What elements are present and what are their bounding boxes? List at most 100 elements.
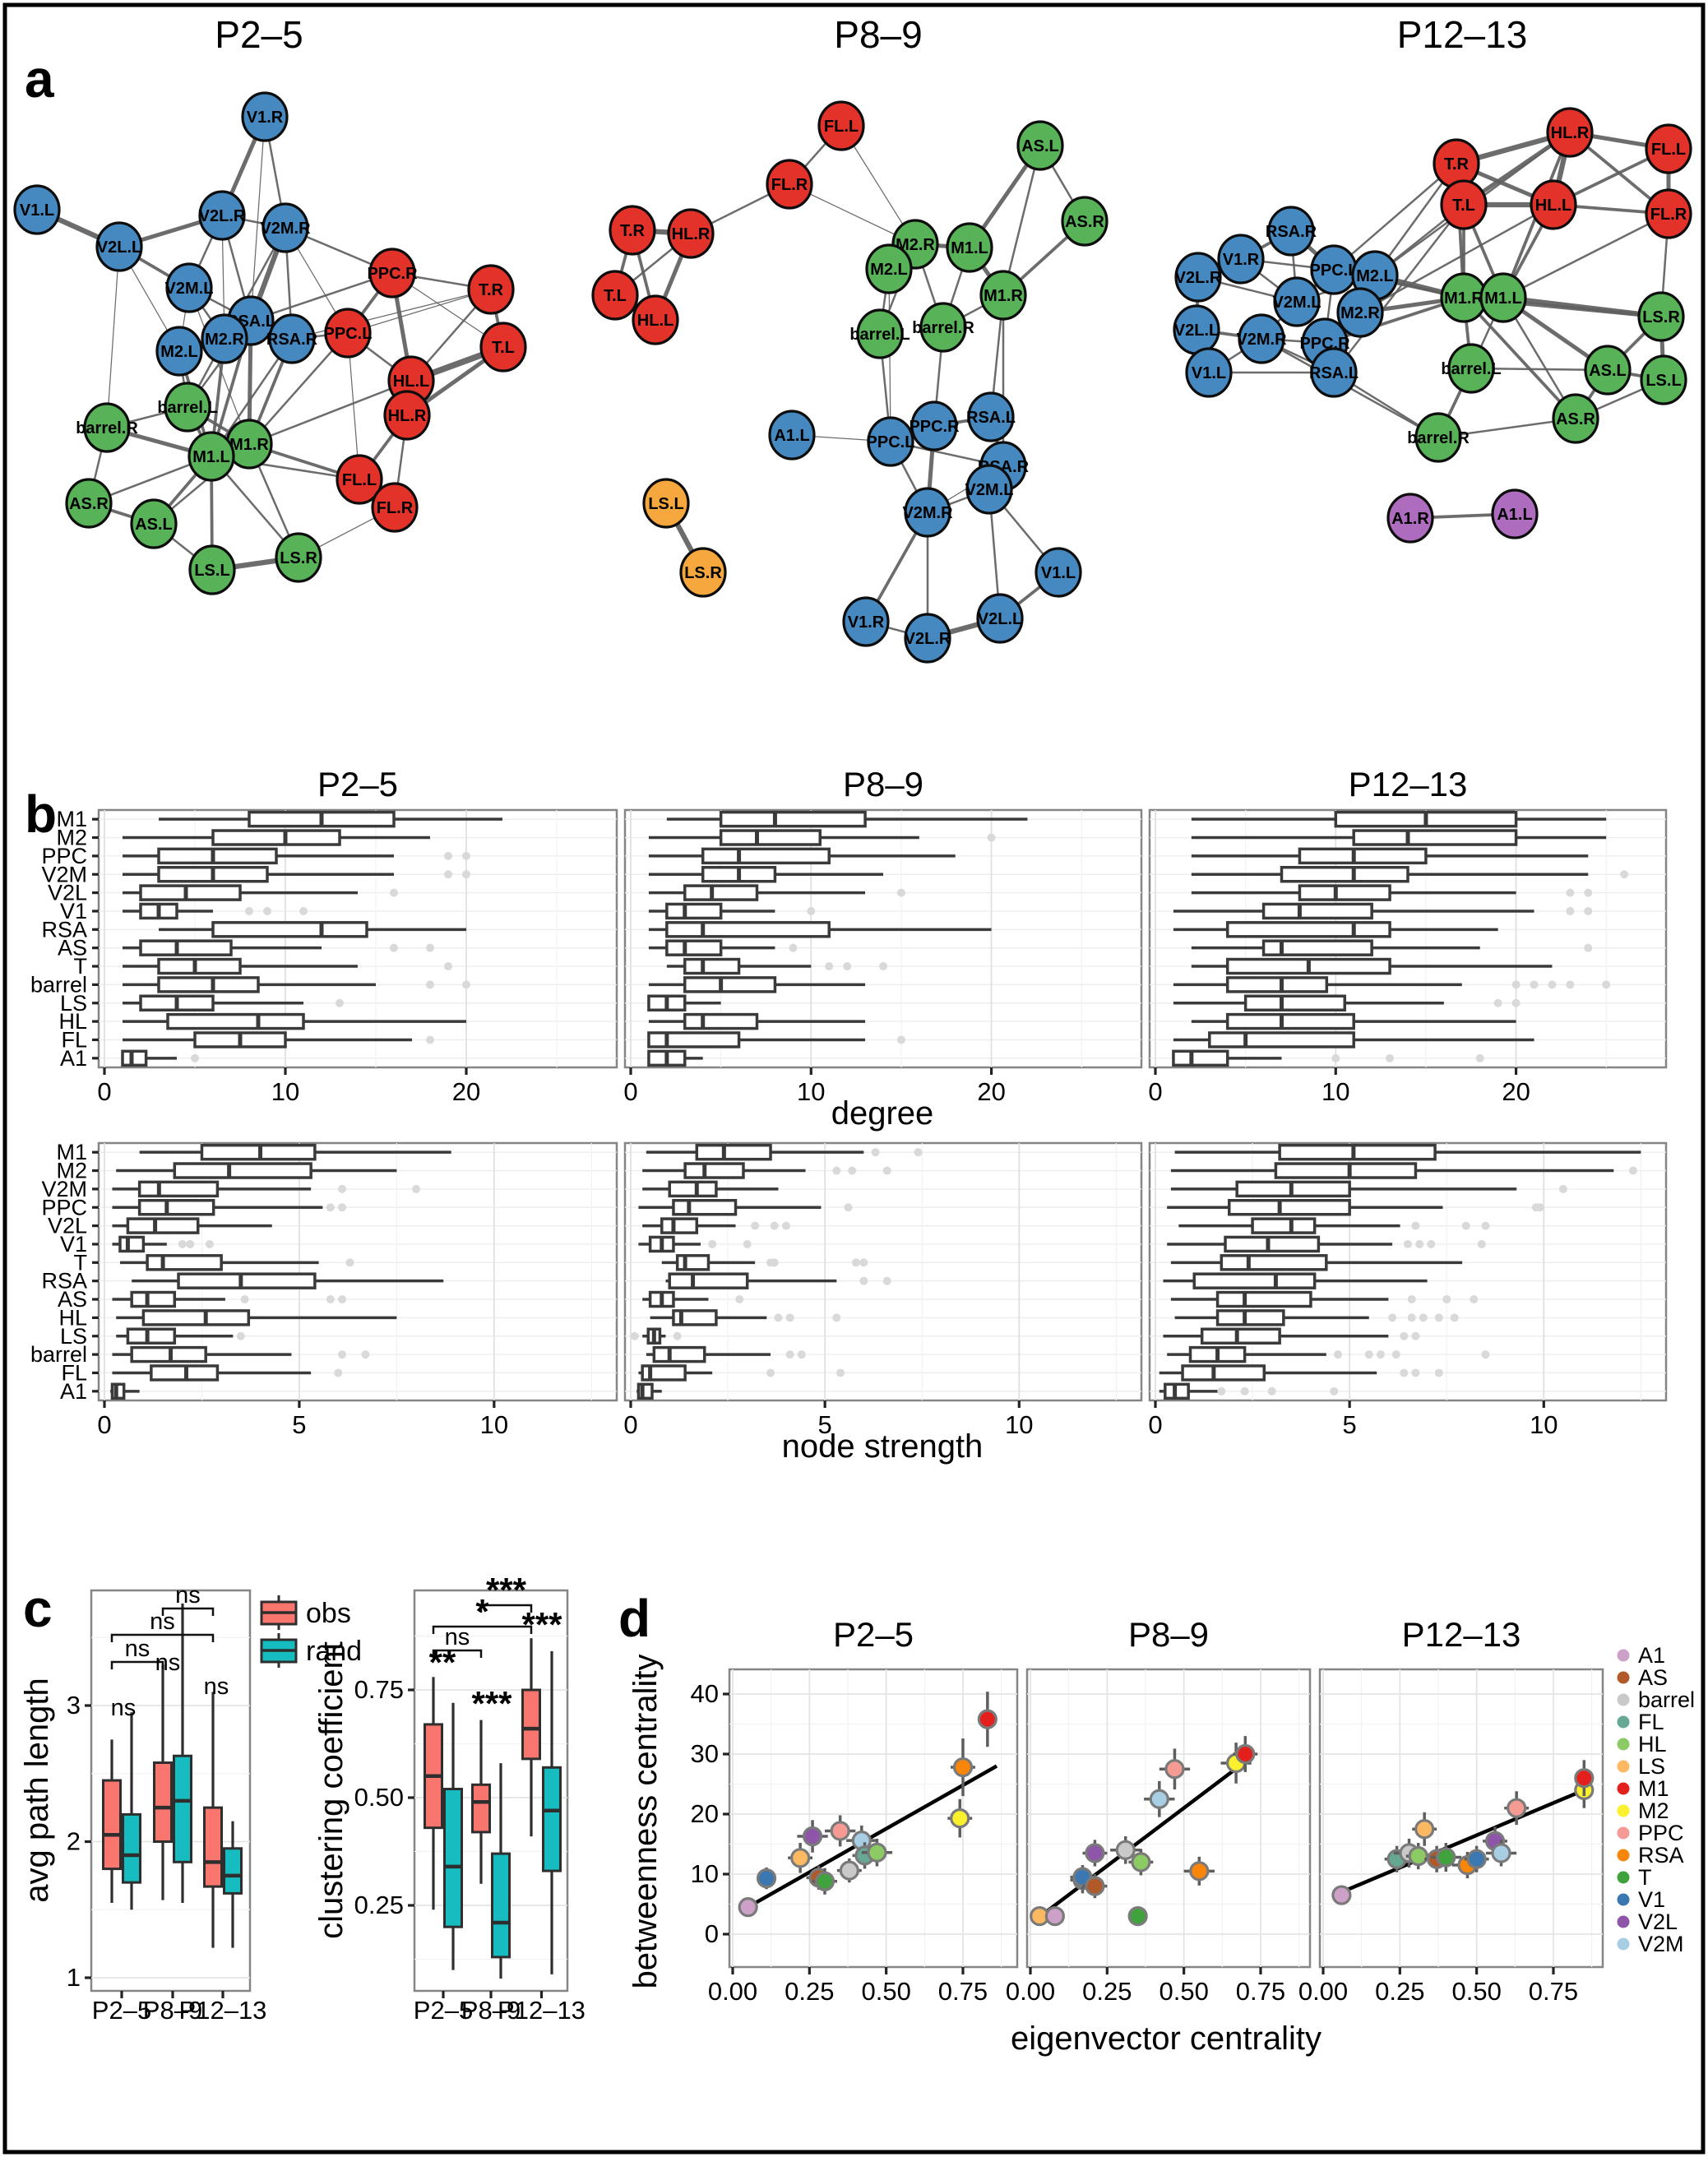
x-tick-label: 0.25 bbox=[785, 1977, 834, 2006]
box bbox=[647, 1031, 741, 1048]
network-node-label: HL.L bbox=[637, 312, 673, 330]
group-label: P2–5 bbox=[414, 1996, 473, 2025]
bracket-sig-label: * bbox=[475, 1592, 489, 1631]
scatter-point-V1 bbox=[756, 1868, 777, 1889]
outlier bbox=[426, 980, 434, 989]
network-node-LS.R bbox=[1637, 291, 1685, 342]
network-node-label: PPC.L bbox=[1310, 262, 1359, 280]
box bbox=[1278, 1143, 1437, 1161]
box bbox=[211, 829, 341, 846]
legend-label-RSA: RSA bbox=[1638, 1843, 1684, 1868]
network-edge bbox=[1502, 212, 1670, 299]
group-sig-label: ** bbox=[429, 1643, 456, 1682]
network-node-label: M2.L bbox=[160, 343, 198, 361]
legend-label-AS: AS bbox=[1638, 1665, 1668, 1690]
network-node-label: LS.R bbox=[1642, 308, 1680, 326]
outlier bbox=[789, 943, 798, 952]
box bbox=[177, 1272, 317, 1289]
box bbox=[1200, 1327, 1281, 1345]
network-node-label: AS.L bbox=[135, 516, 173, 534]
box bbox=[1251, 1217, 1317, 1234]
outlier bbox=[743, 1239, 752, 1248]
legend-dot-V2M bbox=[1617, 1937, 1630, 1951]
x-tick-label: 0.00 bbox=[1006, 1977, 1055, 2006]
y-tick-label: 0.25 bbox=[354, 1891, 404, 1919]
box bbox=[652, 1345, 706, 1363]
network-node-V2L.R bbox=[198, 190, 246, 241]
category-label: HL bbox=[58, 1305, 87, 1330]
network-edge bbox=[1359, 203, 1555, 314]
scatter-title-p8-9: P8–9 bbox=[1128, 1615, 1209, 1654]
legend-label-A1: A1 bbox=[1638, 1643, 1665, 1668]
outlier bbox=[914, 1148, 923, 1157]
network-node-label: T.R bbox=[1444, 155, 1470, 174]
outlier bbox=[825, 962, 834, 971]
network-node-label: barrel.L bbox=[1441, 360, 1501, 378]
network-node-M1.L bbox=[946, 222, 993, 273]
rand-box bbox=[542, 1766, 562, 1872]
network-node-barrel.L bbox=[856, 308, 904, 359]
scatter-point-LS bbox=[790, 1848, 811, 1868]
network-node-label: FL.R bbox=[1650, 206, 1687, 224]
network-node-label: V1.L bbox=[1041, 564, 1076, 582]
outlier bbox=[1434, 1368, 1443, 1377]
network-node-FL.L bbox=[1645, 123, 1692, 174]
scatter-point-T bbox=[1127, 1906, 1148, 1927]
legend-dot-M2 bbox=[1617, 1804, 1630, 1817]
legend-label-LS: LS bbox=[1638, 1754, 1665, 1779]
x-tick-label: 20 bbox=[452, 1077, 480, 1106]
x-tick-label: 10 bbox=[480, 1410, 508, 1439]
network-node-label: M1.R bbox=[984, 287, 1023, 305]
network-node-M2.R bbox=[201, 313, 248, 364]
box bbox=[701, 847, 831, 865]
outlier bbox=[1400, 1368, 1409, 1377]
network-node-label: FL.R bbox=[771, 176, 808, 194]
outlier bbox=[1404, 1239, 1412, 1248]
network-node-label: V1.L bbox=[20, 201, 54, 220]
x-tick-label: 0.75 bbox=[1236, 1977, 1285, 2006]
scatter-point-HL bbox=[1131, 1852, 1151, 1872]
network-node-FL.R bbox=[1645, 188, 1692, 239]
network-node-FL.L bbox=[336, 454, 383, 505]
box bbox=[1172, 1049, 1229, 1067]
category-label: AS bbox=[58, 936, 87, 960]
betweenness-axis-label: betweenness centrality bbox=[627, 1655, 664, 1989]
box bbox=[1220, 1254, 1328, 1271]
category-label: FL bbox=[61, 1027, 87, 1052]
box bbox=[1208, 1031, 1355, 1048]
network-node-label: A1.R bbox=[1391, 510, 1429, 528]
x-tick-label: 0 bbox=[97, 1410, 111, 1439]
group-sig-label: ns bbox=[204, 1673, 229, 1700]
network-node-AS.R bbox=[1061, 196, 1109, 247]
network-node-label: barrel.R bbox=[76, 419, 138, 437]
network-edge bbox=[1332, 203, 1465, 374]
network-node-label: PPC.R bbox=[367, 265, 418, 283]
outlier bbox=[1548, 980, 1557, 989]
legend-label-V1: V1 bbox=[1638, 1887, 1665, 1912]
network-node-label: T.L bbox=[604, 287, 627, 305]
network-node-label: V2M.L bbox=[1273, 294, 1322, 312]
legend-label-T: T bbox=[1638, 1865, 1652, 1890]
y-tick-label: 1 bbox=[67, 1963, 81, 1992]
box bbox=[660, 1217, 699, 1234]
category-label: LS bbox=[60, 991, 87, 1016]
x-tick-label: 10 bbox=[1322, 1077, 1349, 1106]
network-node-V1.R bbox=[241, 91, 289, 142]
box bbox=[1261, 902, 1373, 920]
outlier bbox=[708, 1239, 717, 1248]
group-label: P12–13 bbox=[498, 1996, 586, 2025]
outlier bbox=[299, 906, 308, 915]
box bbox=[665, 902, 723, 920]
scatter-point-barrel bbox=[1115, 1840, 1136, 1860]
category-label: V2L bbox=[48, 881, 87, 905]
outlier bbox=[1442, 1295, 1451, 1304]
scatter-panel bbox=[728, 1668, 1019, 1969]
outlier bbox=[766, 1368, 775, 1377]
network-node-FL.R bbox=[371, 482, 419, 533]
outlier bbox=[1427, 1239, 1436, 1248]
outlier bbox=[807, 906, 816, 915]
category-label: V1 bbox=[60, 1232, 87, 1257]
network-node-A1.L bbox=[1491, 488, 1539, 539]
trend-line bbox=[1035, 1755, 1253, 1921]
